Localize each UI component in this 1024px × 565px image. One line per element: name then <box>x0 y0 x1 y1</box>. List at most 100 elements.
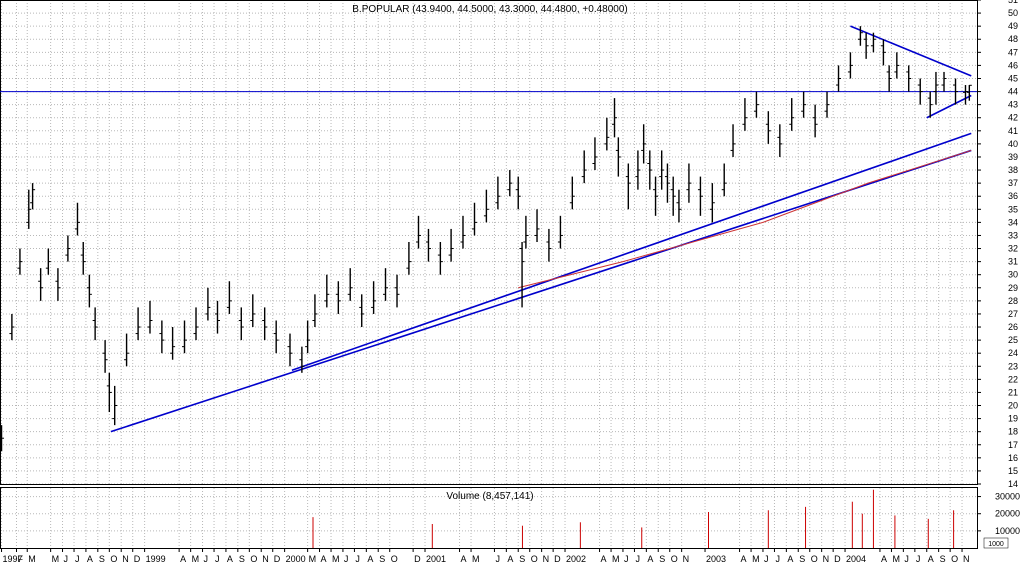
time-tick-label: S <box>519 554 525 564</box>
time-tick-label: M <box>752 554 760 564</box>
time-tick-label: O <box>951 554 958 564</box>
time-tick-label: D <box>414 554 421 564</box>
time-tick-label: J <box>764 554 769 564</box>
time-tick-label: A <box>787 554 793 564</box>
price-tick-label: 51 <box>1008 0 1018 5</box>
time-tick-label: A <box>227 554 233 564</box>
time-tick-label: D <box>834 554 841 564</box>
time-tick-label: J <box>775 554 780 564</box>
time-tick-label: O <box>531 554 538 564</box>
time-tick-label: J <box>344 554 349 564</box>
time-tick-label: A <box>928 554 934 564</box>
time-tick-label: F <box>17 554 23 564</box>
volume-tick-label: 10000 <box>995 526 1020 536</box>
price-tick-label: 31 <box>1008 257 1018 267</box>
price-tick-label: 14 <box>1008 479 1018 489</box>
time-tick-label: N <box>122 554 129 564</box>
time-tick-label: J <box>635 554 640 564</box>
volume-axis: 10000 20000 30000 <box>977 492 1020 536</box>
time-tick-label: 1997 <box>3 554 23 564</box>
trendline <box>926 94 972 119</box>
price-tick-label: 23 <box>1008 361 1018 371</box>
price-tick-label: 17 <box>1008 440 1018 450</box>
price-tick-label: 39 <box>1008 152 1018 162</box>
volume-panel-frame <box>0 487 978 549</box>
price-tick-label: 45 <box>1008 73 1018 83</box>
time-tick-label: A <box>87 554 93 564</box>
price-chart-title: B.POPULAR (43.9400, 44.5000, 43.3000, 44… <box>352 4 627 15</box>
price-tick-label: 24 <box>1008 348 1018 358</box>
time-tick-label: A <box>321 554 327 564</box>
price-panel-frame <box>0 0 978 485</box>
time-tick-label: J <box>916 554 921 564</box>
price-tick-label: 43 <box>1008 100 1018 110</box>
price-tick-label: 25 <box>1008 335 1018 345</box>
time-tick-label: O <box>811 554 818 564</box>
price-tick-label: 36 <box>1008 191 1018 201</box>
price-tick-label: 42 <box>1008 113 1018 123</box>
time-tick-label: S <box>239 554 245 564</box>
time-tick-label: M <box>612 554 620 564</box>
price-tick-label: 20 <box>1008 401 1018 411</box>
price-axis: 14 15 16 17 18 19 20 21 22 23 24 25 26 27 28 29 30 31 32 33… <box>977 0 1018 489</box>
price-tick-label: 27 <box>1008 309 1018 319</box>
time-tick-label: A <box>507 554 513 564</box>
time-tick-label: S <box>99 554 105 564</box>
time-tick-label: J <box>495 554 500 564</box>
time-tick-label: A <box>647 554 653 564</box>
price-tick-label: 37 <box>1008 178 1018 188</box>
time-tick-label: 2001 <box>426 554 446 564</box>
price-tick-label: 41 <box>1008 126 1018 136</box>
time-tick-label: J <box>64 554 69 564</box>
time-tick-label: M <box>472 554 480 564</box>
volume-tick-label: 20000 <box>995 509 1020 519</box>
price-bars <box>0 26 972 452</box>
trendline <box>850 25 972 77</box>
time-tick-label: A <box>180 554 186 564</box>
time-tick-label: D <box>134 554 141 564</box>
time-tick-label: J <box>904 554 909 564</box>
volume-grid <box>0 488 977 548</box>
price-tick-label: 44 <box>1008 87 1018 97</box>
time-tick-label: M <box>28 554 36 564</box>
time-tick-label: 2003 <box>706 554 726 564</box>
time-tick-label: O <box>391 554 398 564</box>
price-tick-label: 29 <box>1008 283 1018 293</box>
volume-bars <box>312 489 955 548</box>
time-tick-label: M <box>309 554 317 564</box>
time-tick-label: N <box>963 554 970 564</box>
time-tick-label: O <box>671 554 678 564</box>
time-tick-label: N <box>823 554 830 564</box>
price-tick-label: 15 <box>1008 466 1018 476</box>
time-tick-label: M <box>332 554 340 564</box>
time-tick-label: 2004 <box>846 554 866 564</box>
price-tick-label: 33 <box>1008 230 1018 240</box>
time-tick-label: A <box>741 554 747 564</box>
time-tick-label: D <box>274 554 281 564</box>
trendlines <box>0 25 977 433</box>
time-tick-label: 2002 <box>566 554 586 564</box>
time-tick-label: M <box>892 554 900 564</box>
time-tick-label: J <box>204 554 209 564</box>
price-tick-label: 30 <box>1008 270 1018 280</box>
price-tick-label: 47 <box>1008 47 1018 57</box>
time-tick-label: S <box>940 554 946 564</box>
volume-unit-label: 1000 <box>988 541 1004 548</box>
time-tick-label: J <box>215 554 220 564</box>
price-tick-label: 28 <box>1008 296 1018 306</box>
time-tick-label: A <box>881 554 887 564</box>
time-tick-label: S <box>659 554 665 564</box>
price-tick-label: 40 <box>1008 139 1018 149</box>
time-tick-label: M <box>192 554 200 564</box>
price-tick-label: 34 <box>1008 217 1018 227</box>
volume-tick-label: 30000 <box>995 492 1020 502</box>
trendline <box>110 149 972 433</box>
time-tick-label: O <box>110 554 117 564</box>
time-tick-label: J <box>355 554 360 564</box>
time-tick-label: N <box>683 554 690 564</box>
time-tick-label: A <box>461 554 467 564</box>
price-tick-label: 50 <box>1008 8 1018 18</box>
time-tick-label: A <box>367 554 373 564</box>
